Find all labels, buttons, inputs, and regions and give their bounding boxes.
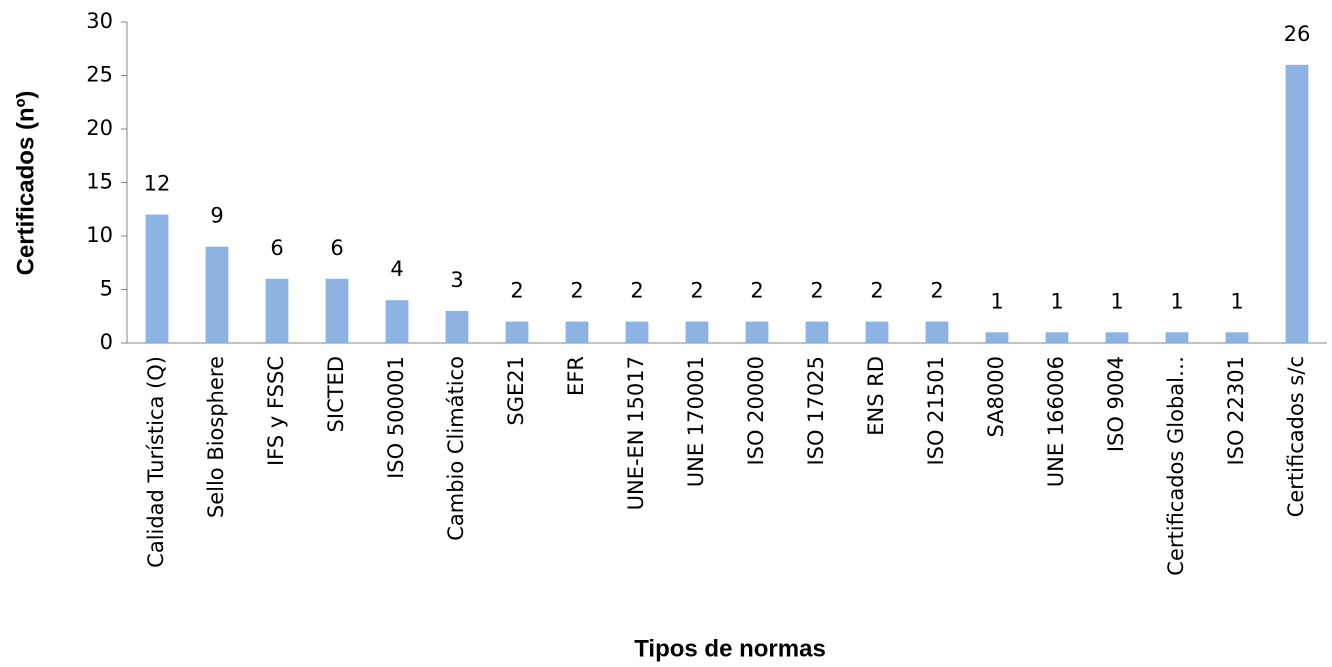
data-label: 2 (810, 279, 823, 303)
x-tick-label: SGE21 (504, 356, 528, 426)
bar (1105, 332, 1129, 343)
bar (205, 246, 229, 343)
data-label: 26 (1284, 22, 1311, 46)
x-tick-label: ISO 500001 (384, 356, 408, 479)
x-axis-title: Tipos de normas (634, 635, 826, 662)
data-label: 2 (510, 279, 523, 303)
x-tick-label: UNE 166006 (1044, 356, 1068, 487)
bar (505, 321, 529, 343)
data-label: 9 (210, 204, 223, 228)
data-label: 4 (390, 257, 403, 281)
x-tick-label: ENS RD (864, 356, 888, 436)
bar (445, 310, 469, 343)
x-tick-label: Certificados s/c (1284, 356, 1308, 517)
bar (1285, 64, 1309, 344)
x-tick-label: IFS y FSSC (264, 356, 288, 466)
bar (925, 321, 949, 343)
x-tick-label: Cambio Climático (444, 356, 468, 541)
x-tick-label: SICTED (324, 356, 348, 432)
y-tick-label: 20 (86, 116, 113, 140)
data-label: 1 (1170, 289, 1183, 313)
bar (865, 321, 889, 343)
data-label: 1 (990, 289, 1003, 313)
x-tick-label: EFR (564, 356, 588, 396)
x-tick-label: SA8000 (984, 356, 1008, 438)
x-tick-label: Calidad Turística (Q) (144, 356, 168, 568)
bar (565, 321, 589, 343)
data-label: 2 (630, 279, 643, 303)
data-label: 2 (750, 279, 763, 303)
y-tick-label: 25 (86, 63, 113, 87)
bar (1165, 332, 1189, 343)
bar (745, 321, 769, 343)
data-label: 6 (270, 236, 283, 260)
data-label: 2 (690, 279, 703, 303)
x-tick-label: ISO 9004 (1104, 356, 1128, 452)
x-tick-label: ISO 22301 (1224, 356, 1248, 466)
data-label: 1 (1050, 289, 1063, 313)
bar (325, 278, 349, 343)
y-tick-label: 5 (100, 277, 113, 301)
x-tick-label: Sello Biosphere (204, 356, 228, 518)
bar (385, 300, 409, 343)
x-tick-label: ISO 21501 (924, 356, 948, 466)
data-label: 2 (570, 279, 583, 303)
bar (625, 321, 649, 343)
y-axis-title: Certificados (nº) (12, 91, 39, 276)
bar (265, 278, 289, 343)
x-tick-label: UNE-EN 15017 (624, 356, 648, 510)
y-tick-label: 15 (86, 170, 113, 194)
bar (685, 321, 709, 343)
data-label: 6 (330, 236, 343, 260)
bar (1045, 332, 1069, 343)
bar (985, 332, 1009, 343)
y-tick-label: 0 (100, 330, 113, 354)
x-tick-label: ISO 17025 (804, 356, 828, 466)
bar (805, 321, 829, 343)
data-label: 3 (450, 268, 463, 292)
data-label: 12 (144, 172, 171, 196)
data-label: 2 (870, 279, 883, 303)
data-label: 1 (1110, 289, 1123, 313)
bar (1225, 332, 1249, 343)
x-tick-label: ISO 20000 (744, 356, 768, 466)
y-tick-label: 10 (86, 223, 113, 247)
data-label: 1 (1230, 289, 1243, 313)
x-tick-label: Certificados Global… (1164, 356, 1188, 576)
bar (145, 214, 169, 343)
data-label: 2 (930, 279, 943, 303)
y-tick-label: 30 (86, 9, 113, 33)
x-tick-label: UNE 170001 (684, 356, 708, 487)
